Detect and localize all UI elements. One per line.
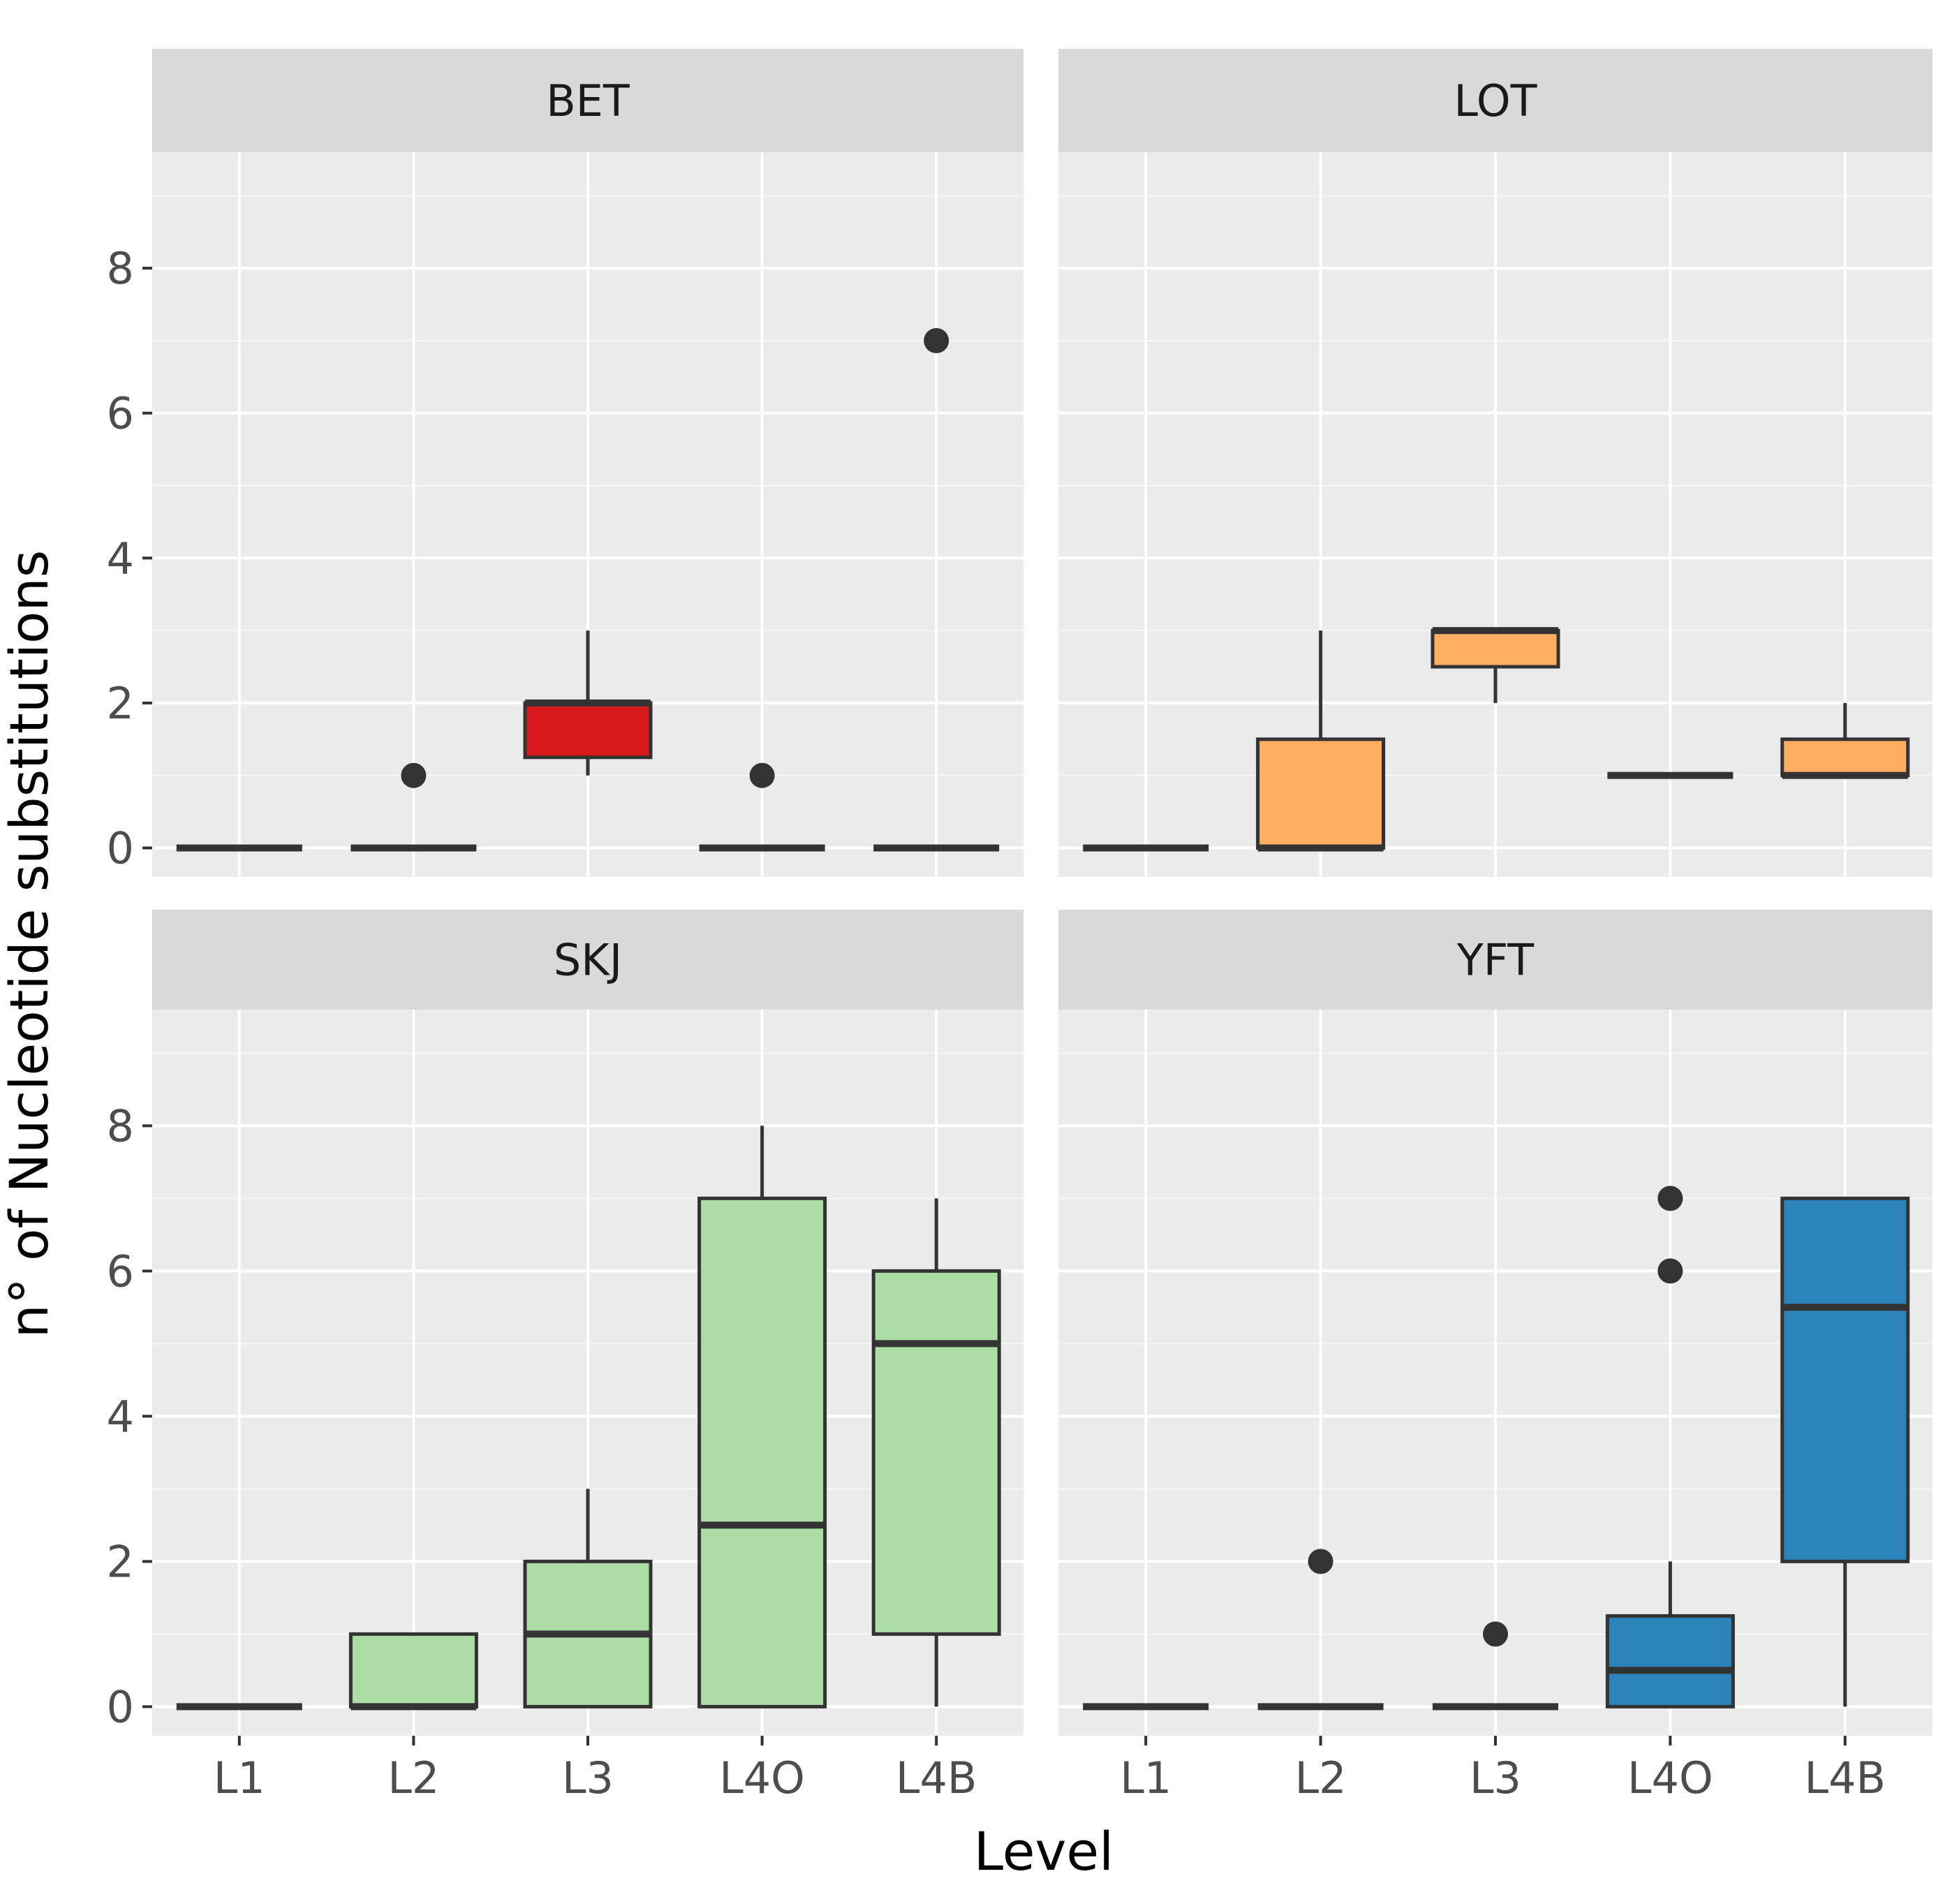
y-tick-label: 6 bbox=[107, 1246, 134, 1297]
box-bet-l4o bbox=[699, 762, 825, 852]
box-body bbox=[1431, 628, 1560, 669]
box-body bbox=[523, 701, 653, 760]
box-body bbox=[697, 1196, 827, 1709]
y-tick-label: 6 bbox=[107, 388, 134, 439]
x-axis-title: Level bbox=[974, 1820, 1114, 1882]
facet-strip bbox=[152, 49, 1023, 152]
box-yft-l2 bbox=[1257, 1549, 1384, 1711]
x-tick-label: L4B bbox=[896, 1752, 977, 1803]
x-tick-label: L3 bbox=[562, 1752, 614, 1803]
outlier-point bbox=[1657, 1186, 1683, 1211]
x-tick-label: L4O bbox=[1627, 1752, 1713, 1803]
panel-lot: LOT bbox=[1058, 49, 1932, 877]
box-skj-l3 bbox=[523, 1489, 653, 1709]
panel-bet: BET 0 2 4 6 8 bbox=[107, 49, 1023, 877]
x-tick-label: L1 bbox=[214, 1752, 265, 1803]
outlier-point bbox=[1483, 1621, 1508, 1647]
x-tick-label: L2 bbox=[1295, 1752, 1347, 1803]
box-yft-l4o bbox=[1605, 1186, 1735, 1709]
box-bet-l2 bbox=[350, 762, 477, 852]
x-tick-label: L4B bbox=[1805, 1752, 1886, 1803]
x-tick-label: L2 bbox=[387, 1752, 439, 1803]
facet-label-lot: LOT bbox=[1454, 75, 1537, 126]
box-lot-l4b bbox=[1780, 702, 1910, 779]
facet-strip bbox=[1058, 49, 1932, 152]
y-tick-label: 8 bbox=[107, 1100, 134, 1151]
box-yft-l4b bbox=[1780, 1196, 1910, 1707]
y-tick-label: 0 bbox=[107, 822, 134, 873]
y-tick-label: 0 bbox=[107, 1681, 134, 1732]
outlier-point bbox=[924, 327, 949, 353]
box-lot-l2 bbox=[1256, 630, 1386, 852]
y-tick-label: 4 bbox=[107, 1391, 134, 1442]
outlier-point bbox=[401, 762, 427, 788]
y-tick-label: 2 bbox=[107, 678, 134, 729]
box-body bbox=[1256, 737, 1386, 850]
facet-label-yft: YFT bbox=[1456, 935, 1535, 986]
y-tick-label: 8 bbox=[107, 243, 134, 294]
x-tick-label: L4O bbox=[719, 1752, 805, 1803]
box-yft-l3 bbox=[1433, 1621, 1558, 1711]
panel-skj: SKJ 0 2 4 6 8 L1 L2 L3 L4O L4B bbox=[107, 910, 1023, 1803]
panel-yft: YFT L1 L2 L3 L4O L4B bbox=[1058, 910, 1932, 1803]
facet-label-skj: SKJ bbox=[554, 935, 622, 986]
y-axis-title: n° of Nucleotide substitutions bbox=[0, 550, 60, 1338]
box-skj-l4b bbox=[871, 1198, 1001, 1707]
box-skj-l2 bbox=[348, 1632, 478, 1711]
box-body bbox=[871, 1269, 1001, 1636]
y-tick-label: 4 bbox=[107, 533, 134, 584]
box-bet-l4b bbox=[873, 327, 1000, 852]
y-tick-label: 2 bbox=[107, 1536, 134, 1587]
box-body bbox=[348, 1632, 478, 1709]
box-lot-l3 bbox=[1431, 627, 1560, 703]
x-tick-label: L1 bbox=[1120, 1752, 1171, 1803]
facet-label-bet: BET bbox=[546, 75, 630, 126]
box-body bbox=[1780, 737, 1910, 778]
outlier-point bbox=[749, 762, 775, 788]
box-body bbox=[1605, 1614, 1735, 1709]
box-bet-l3 bbox=[523, 630, 653, 776]
facet-strip bbox=[152, 910, 1023, 1010]
facet-panels: BET 0 2 4 6 8 LOT SKJ 0 2 4 6 8 L1 L2 L3 L4O L4B YFT L1 L2 L3… bbox=[107, 49, 1932, 1803]
x-tick-label: L3 bbox=[1470, 1752, 1521, 1803]
box-body bbox=[1780, 1196, 1910, 1563]
outlier-point bbox=[1657, 1258, 1683, 1284]
box-skj-l4o bbox=[697, 1126, 827, 1709]
outlier-point bbox=[1308, 1549, 1333, 1574]
facet-strip bbox=[1058, 910, 1932, 1010]
